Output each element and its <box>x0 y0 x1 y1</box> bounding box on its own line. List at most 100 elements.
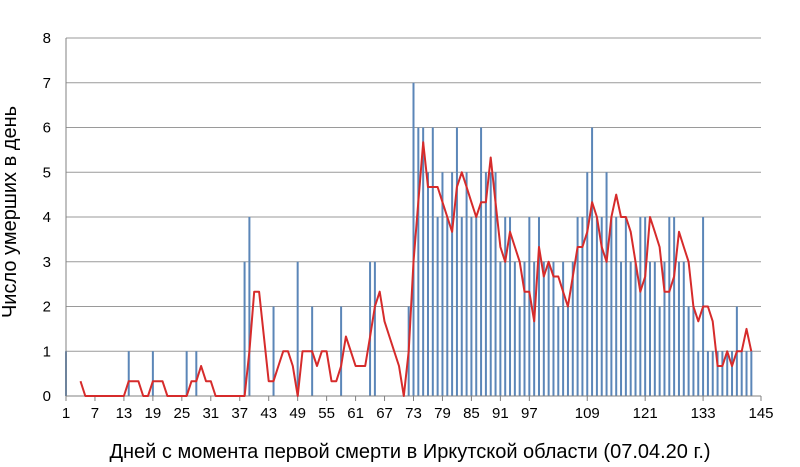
bar <box>470 217 473 396</box>
bar <box>673 217 676 396</box>
bar <box>663 261 666 396</box>
x-tick-label: 13 <box>116 405 133 422</box>
bar <box>706 351 709 396</box>
x-tick-label: 73 <box>405 405 422 422</box>
bar <box>576 217 579 396</box>
bar <box>537 217 540 396</box>
bar <box>624 217 627 396</box>
bar <box>513 261 516 396</box>
x-tick-label: 67 <box>376 405 393 422</box>
y-tick-label: 5 <box>43 164 51 181</box>
x-tick-label: 55 <box>318 405 335 422</box>
x-tick-labels: 1 7 13 19 25 31 37 43 49 55 61 67 73 79 85 91 97 109 121 13… <box>62 405 774 422</box>
x-tick-label: 145 <box>748 405 773 422</box>
bar <box>509 217 512 396</box>
bar <box>653 261 656 396</box>
bar <box>697 351 700 396</box>
bar <box>668 217 671 396</box>
bar <box>591 127 594 396</box>
bar <box>127 351 130 396</box>
x-tick-label: 49 <box>289 405 306 422</box>
bar <box>740 351 743 396</box>
x-tick-label: 25 <box>173 405 190 422</box>
y-tick-labels: 0 1 2 3 4 5 6 7 8 <box>43 30 51 405</box>
y-tick-label: 6 <box>43 120 51 137</box>
x-tick-label: 133 <box>691 405 716 422</box>
bar <box>605 172 608 396</box>
bar <box>721 351 724 396</box>
bar <box>484 172 487 396</box>
bar <box>533 261 536 396</box>
bar <box>610 217 613 396</box>
y-axis-title: Число умерших в день <box>0 106 21 318</box>
bar <box>687 306 690 396</box>
bar <box>446 217 449 396</box>
x-tick-label: 31 <box>202 405 219 422</box>
bar <box>369 261 372 396</box>
x-tick-label: 85 <box>463 405 480 422</box>
bar <box>518 306 521 396</box>
bar <box>586 172 589 396</box>
bar <box>615 217 618 396</box>
x-tick-label: 121 <box>633 405 658 422</box>
bar <box>373 261 376 396</box>
x-tick-label: 19 <box>145 405 162 422</box>
y-tick-label: 8 <box>43 30 51 47</box>
bar <box>658 306 661 396</box>
bar <box>600 217 603 396</box>
bar <box>243 261 246 396</box>
bar <box>750 351 753 396</box>
bar <box>465 172 468 396</box>
x-tick-label: 1 <box>62 405 70 422</box>
bar <box>595 217 598 396</box>
x-tick-label: 109 <box>575 405 600 422</box>
bar <box>296 261 299 396</box>
bar <box>480 127 483 396</box>
x-tick-label: 37 <box>231 405 248 422</box>
bar <box>441 172 444 396</box>
bar <box>340 306 343 396</box>
bar <box>455 127 458 396</box>
bar <box>528 217 531 396</box>
bar <box>629 261 632 396</box>
bar <box>451 172 454 396</box>
bar <box>552 261 555 396</box>
y-tick-label: 0 <box>43 388 51 405</box>
bar <box>562 261 565 396</box>
bar <box>731 351 734 396</box>
y-tick-label: 1 <box>43 343 51 360</box>
bar <box>499 261 502 396</box>
bar <box>745 351 748 396</box>
moving-average-line <box>79 141 753 397</box>
bar <box>422 127 425 396</box>
bar <box>644 217 647 396</box>
bar <box>639 217 642 396</box>
x-tick-label: 43 <box>260 405 277 422</box>
bar <box>682 261 685 396</box>
bar <box>426 172 429 396</box>
bar <box>494 172 497 396</box>
y-tick-label: 2 <box>43 299 51 316</box>
bar <box>571 261 574 396</box>
bar <box>566 306 569 396</box>
bar <box>151 351 154 396</box>
bar <box>412 82 415 396</box>
bar <box>272 306 275 396</box>
x-tick-label: 7 <box>91 405 99 422</box>
bar <box>547 261 550 396</box>
bar <box>436 217 439 396</box>
y-tick-label: 3 <box>43 254 51 271</box>
bar <box>677 261 680 396</box>
bar <box>185 351 188 396</box>
bar <box>620 261 623 396</box>
y-tick-label: 7 <box>43 75 51 92</box>
x-tick-label: 61 <box>347 405 364 422</box>
bar <box>648 261 651 396</box>
bar <box>523 261 526 396</box>
bar <box>581 217 584 396</box>
bar <box>542 261 545 396</box>
bar <box>634 261 637 396</box>
bar <box>248 217 251 396</box>
x-tick-label: 97 <box>521 405 538 422</box>
x-tick-label: 79 <box>434 405 451 422</box>
